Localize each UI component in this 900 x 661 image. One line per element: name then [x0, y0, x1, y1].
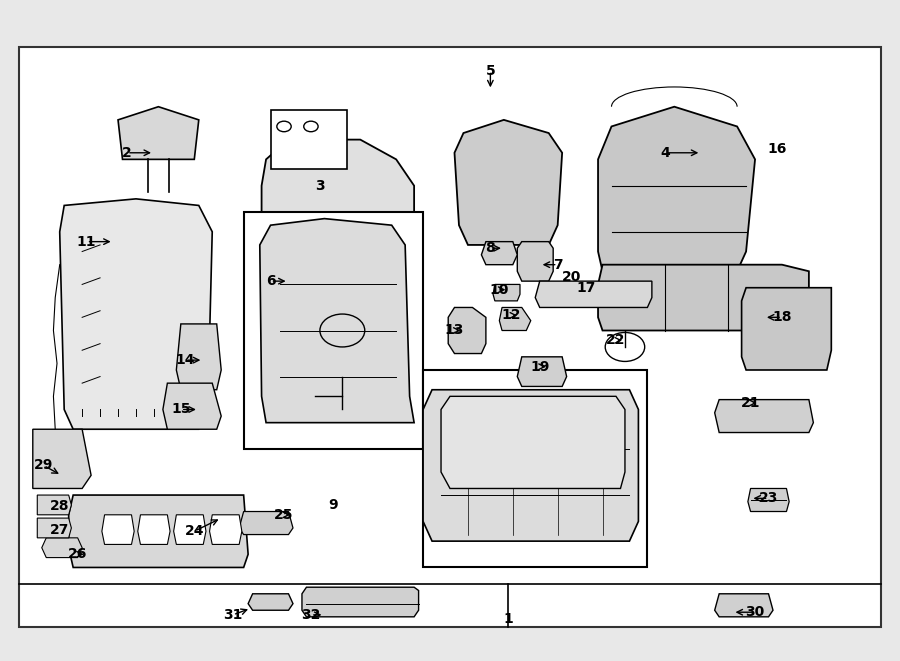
Text: 29: 29	[34, 459, 53, 473]
Text: 24: 24	[184, 524, 204, 538]
Polygon shape	[163, 383, 221, 429]
Text: 1: 1	[503, 612, 513, 626]
Polygon shape	[423, 390, 638, 541]
Polygon shape	[248, 594, 293, 610]
Polygon shape	[68, 495, 248, 567]
Text: 14: 14	[176, 353, 195, 367]
Text: 15: 15	[171, 403, 191, 416]
Text: 31: 31	[223, 608, 243, 622]
Polygon shape	[260, 219, 414, 422]
Polygon shape	[518, 242, 554, 281]
Polygon shape	[518, 357, 567, 387]
Polygon shape	[37, 495, 71, 515]
Text: 11: 11	[76, 235, 96, 249]
Polygon shape	[302, 587, 419, 617]
Polygon shape	[715, 594, 773, 617]
Text: 20: 20	[562, 270, 580, 284]
Bar	[19, 48, 881, 627]
Polygon shape	[262, 139, 414, 383]
Polygon shape	[448, 307, 486, 354]
Text: 3: 3	[315, 178, 325, 193]
Text: 7: 7	[553, 258, 562, 272]
Polygon shape	[748, 488, 789, 512]
Text: 17: 17	[577, 281, 596, 295]
Text: 32: 32	[302, 608, 320, 622]
Bar	[423, 370, 647, 567]
Polygon shape	[102, 515, 134, 545]
Text: 26: 26	[68, 547, 87, 561]
Text: 6: 6	[266, 274, 275, 288]
Text: 27: 27	[50, 523, 69, 537]
Polygon shape	[176, 324, 221, 390]
Text: 9: 9	[328, 498, 338, 512]
Polygon shape	[59, 199, 212, 429]
Polygon shape	[138, 515, 170, 545]
Bar	[271, 110, 346, 169]
Text: 2: 2	[122, 146, 132, 160]
Polygon shape	[742, 288, 832, 370]
Bar	[244, 212, 423, 449]
Polygon shape	[441, 397, 625, 488]
Polygon shape	[493, 284, 520, 301]
Text: 28: 28	[50, 499, 69, 513]
Polygon shape	[174, 515, 206, 545]
Text: 22: 22	[607, 333, 625, 348]
Text: 10: 10	[490, 283, 509, 297]
Polygon shape	[210, 515, 242, 545]
Polygon shape	[482, 242, 517, 264]
Text: 21: 21	[741, 396, 760, 410]
Text: 4: 4	[661, 146, 670, 160]
Polygon shape	[536, 281, 652, 307]
Text: 8: 8	[485, 241, 495, 255]
Text: 18: 18	[772, 310, 792, 325]
Text: 5: 5	[485, 63, 495, 77]
Polygon shape	[454, 120, 562, 245]
Polygon shape	[598, 106, 755, 271]
Polygon shape	[715, 400, 814, 432]
Polygon shape	[32, 429, 91, 488]
Polygon shape	[500, 307, 531, 330]
Text: 30: 30	[745, 605, 765, 619]
Polygon shape	[41, 538, 82, 558]
Polygon shape	[598, 264, 809, 330]
Text: 12: 12	[501, 309, 521, 323]
Text: 16: 16	[768, 143, 788, 157]
Text: 25: 25	[274, 508, 293, 522]
Text: 19: 19	[530, 360, 549, 373]
Text: 23: 23	[759, 491, 778, 506]
Polygon shape	[118, 106, 199, 159]
Polygon shape	[239, 512, 293, 535]
Text: 13: 13	[445, 323, 464, 338]
Polygon shape	[37, 518, 71, 538]
